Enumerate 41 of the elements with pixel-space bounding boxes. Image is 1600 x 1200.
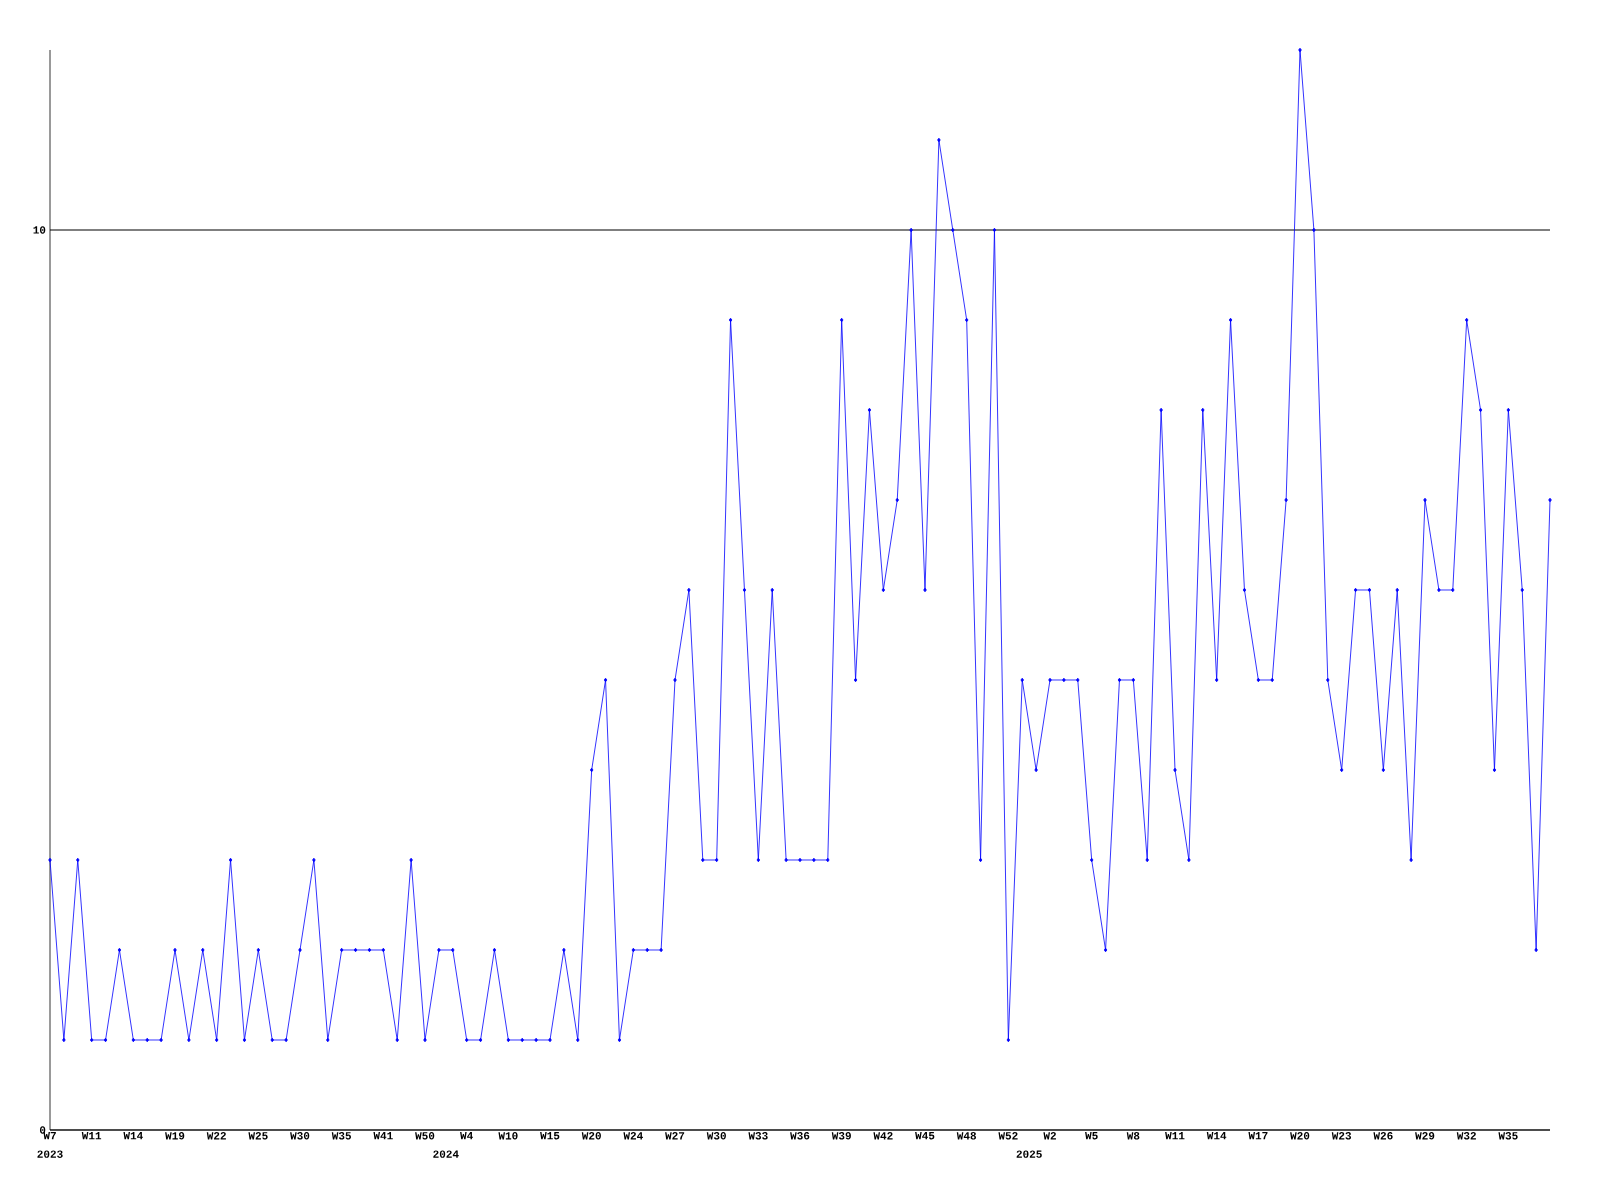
x-tick-label: W35	[1498, 1132, 1518, 1140]
x-tick-label: W36	[790, 1132, 810, 1140]
x-tick-label: W32	[1456, 1132, 1476, 1140]
text: 2025	[1016, 1150, 1042, 1158]
x-tick-label: W11	[1165, 1132, 1185, 1140]
x-tick-label: W30	[290, 1132, 310, 1140]
x-tick-label: W25	[248, 1132, 268, 1140]
x-tick-label: W7	[43, 1132, 56, 1140]
x-tick-label: W14	[123, 1132, 143, 1140]
x-tick-label: W17	[1248, 1132, 1268, 1140]
x-tick-label: W48	[956, 1132, 976, 1140]
x-tick-label: W14	[1206, 1132, 1227, 1140]
x-tick-label: W35	[331, 1132, 351, 1140]
x-tick-label: W50	[415, 1132, 435, 1140]
x-tick-label: W26	[1373, 1132, 1393, 1140]
x-tick-label: W19	[165, 1132, 185, 1140]
x-tick-label: W20	[581, 1132, 601, 1140]
x-tick-label: W22	[206, 1132, 226, 1140]
x-tick-label: W5	[1085, 1132, 1098, 1140]
x-tick-label: W2	[1043, 1132, 1056, 1140]
x-tick-label: W24	[623, 1132, 643, 1140]
x-tick-label: W27	[665, 1132, 685, 1140]
x-tick-label: W39	[831, 1132, 851, 1140]
x-tick-label: W30	[706, 1132, 726, 1140]
y-tick-label: 10	[33, 226, 46, 234]
x-tick-label: W4	[460, 1132, 473, 1140]
x-tick-label: W33	[748, 1132, 768, 1140]
x-tick-label: W11	[81, 1132, 102, 1140]
x-tick-label: W29	[1415, 1132, 1435, 1140]
x-tick-label: W52	[998, 1132, 1018, 1140]
x-tick-label: W23	[1331, 1132, 1352, 1140]
x-tick-label: W45	[915, 1132, 935, 1140]
x-tick-label: W41	[373, 1132, 393, 1140]
x-tick-label: W20	[1290, 1132, 1310, 1140]
x-tick-label: W42	[873, 1132, 893, 1140]
text: 2024	[433, 1150, 459, 1158]
x-tick-label: W15	[540, 1132, 560, 1140]
x-tick-label: W10	[498, 1132, 518, 1140]
x-tick-label: W8	[1126, 1132, 1140, 1140]
text: 2023	[37, 1150, 63, 1158]
y-tick-label: 0	[39, 1126, 46, 1134]
